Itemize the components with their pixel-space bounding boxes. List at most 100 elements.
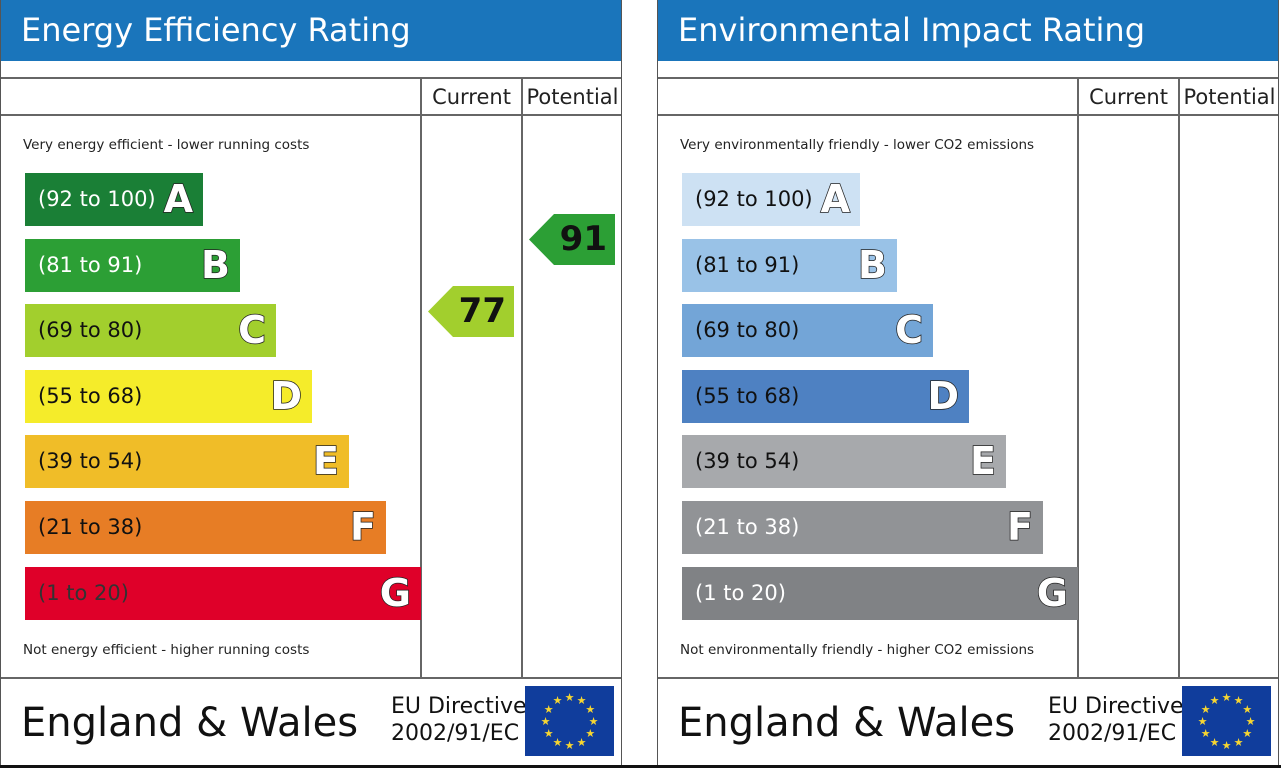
band-letter: G xyxy=(1036,570,1069,616)
band-letter: E xyxy=(312,438,339,484)
band-range: (92 to 100) xyxy=(38,187,156,211)
band-letter: A xyxy=(820,176,851,222)
potential-rating-value: 91 xyxy=(559,219,607,259)
eu-flag-icon: ★ ★ ★ ★ ★ ★ ★ ★ ★ ★ ★ ★ xyxy=(1182,686,1271,756)
band-range: (81 to 91) xyxy=(38,253,143,277)
current-arrow-shape xyxy=(428,286,514,337)
environmental-impact-panel: Environmental Impact Rating Current Potent… xyxy=(657,0,1279,765)
band-range: (1 to 20) xyxy=(38,581,129,605)
band-letter: B xyxy=(857,242,887,288)
band-range: (69 to 80) xyxy=(38,318,143,342)
top-caption: Very environmentally friendly - lower CO… xyxy=(680,137,1035,153)
band-bar-d: (55 to 68) D xyxy=(25,370,312,423)
band-bar-b: (81 to 91) B xyxy=(25,239,240,292)
potential-arrow-shape xyxy=(529,214,615,265)
eu-directive-line1: EU Directive xyxy=(391,694,526,719)
band-range: (81 to 91) xyxy=(695,253,800,277)
eu-star-icon: ★ xyxy=(1234,694,1244,707)
eu-star-icon: ★ xyxy=(589,715,599,728)
band-letter: F xyxy=(1006,504,1033,550)
eu-star-icon: ★ xyxy=(565,739,575,752)
footer-country: England & Wales xyxy=(21,700,359,746)
band-range: (39 to 54) xyxy=(38,449,143,473)
band-letter: C xyxy=(237,307,266,353)
eu-star-icon: ★ xyxy=(1222,739,1232,752)
column-header-potential: Potential xyxy=(1183,85,1276,109)
eu-star-icon: ★ xyxy=(1242,727,1252,740)
eu-star-icon: ★ xyxy=(577,694,587,707)
bottom-caption: Not energy efficient - higher running co… xyxy=(23,642,310,658)
eu-star-icon: ★ xyxy=(585,703,595,716)
band-bar-f: (21 to 38) F xyxy=(682,501,1043,554)
eu-star-icon: ★ xyxy=(1201,727,1211,740)
chart-title: Energy Efficiency Rating xyxy=(1,0,621,61)
top-caption: Very energy efficient - lower running co… xyxy=(23,137,310,153)
eu-star-icon: ★ xyxy=(1242,703,1252,716)
eu-star-icon: ★ xyxy=(553,736,563,749)
band-letter: E xyxy=(969,438,996,484)
eu-star-icon: ★ xyxy=(1198,715,1208,728)
band-range: (21 to 38) xyxy=(695,515,800,539)
bottom-border xyxy=(0,765,1281,768)
eu-star-icon: ★ xyxy=(1210,736,1220,749)
eu-star-icon: ★ xyxy=(577,736,587,749)
band-range: (92 to 100) xyxy=(695,187,813,211)
grid-line xyxy=(1,114,621,116)
band-bar-a: (92 to 100) A xyxy=(25,173,203,226)
eu-directive: EU Directive 2002/91/EC xyxy=(391,693,526,747)
band-range: (55 to 68) xyxy=(38,384,143,408)
band-bar-d: (55 to 68) D xyxy=(682,370,969,423)
band-letter: B xyxy=(200,242,230,288)
footer-country: England & Wales xyxy=(678,700,1016,746)
eu-star-icon: ★ xyxy=(1201,703,1211,716)
band-bar-e: (39 to 54) E xyxy=(682,435,1006,488)
bottom-caption: Not environmentally friendly - higher CO… xyxy=(680,642,1035,658)
band-range: (55 to 68) xyxy=(695,384,800,408)
eu-star-icon: ★ xyxy=(1234,736,1244,749)
current-rating-value: 77 xyxy=(458,291,506,331)
current-rating-arrow: 77 xyxy=(428,286,514,337)
band-bar-c: (69 to 80) C xyxy=(25,304,276,357)
band-bar-g: (1 to 20) G xyxy=(25,567,421,620)
grid-line xyxy=(658,114,1278,116)
eu-directive-line2: 2002/91/EC xyxy=(1048,721,1177,746)
eu-directive: EU Directive 2002/91/EC xyxy=(1048,693,1183,747)
band-bar-g: (1 to 20) G xyxy=(682,567,1078,620)
eu-directive-line1: EU Directive xyxy=(1048,694,1183,719)
column-header-current: Current xyxy=(1089,85,1168,109)
band-letter: G xyxy=(379,570,412,616)
band-range: (69 to 80) xyxy=(695,318,800,342)
band-bar-a: (92 to 100) A xyxy=(682,173,860,226)
band-letter: C xyxy=(894,307,923,353)
eu-star-icon: ★ xyxy=(553,694,563,707)
band-range: (1 to 20) xyxy=(695,581,786,605)
column-divider xyxy=(521,77,523,678)
column-divider xyxy=(1077,77,1079,678)
band-letter: F xyxy=(349,504,376,550)
eu-directive-line2: 2002/91/EC xyxy=(391,721,520,746)
energy-efficiency-panel: Energy Efficiency Rating Current Potential… xyxy=(0,0,622,765)
column-divider xyxy=(1178,77,1180,678)
band-bar-f: (21 to 38) F xyxy=(25,501,386,554)
band-range: (39 to 54) xyxy=(695,449,800,473)
band-letter: D xyxy=(927,373,960,419)
eu-star-icon: ★ xyxy=(585,727,595,740)
eu-star-icon: ★ xyxy=(544,727,554,740)
potential-rating-arrow: 91 xyxy=(529,214,615,265)
eu-star-icon: ★ xyxy=(544,703,554,716)
eu-star-icon: ★ xyxy=(1246,715,1256,728)
column-divider xyxy=(420,77,422,678)
eu-star-icon: ★ xyxy=(541,715,551,728)
eu-star-icon: ★ xyxy=(565,691,575,704)
band-bar-b: (81 to 91) B xyxy=(682,239,897,292)
band-letter: D xyxy=(270,373,303,419)
band-letter: A xyxy=(163,176,194,222)
eu-flag-icon: ★ ★ ★ ★ ★ ★ ★ ★ ★ ★ ★ ★ xyxy=(525,686,614,756)
band-range: (21 to 38) xyxy=(38,515,143,539)
grid-line xyxy=(1,77,621,79)
eu-star-icon: ★ xyxy=(1222,691,1232,704)
column-header-current: Current xyxy=(432,85,511,109)
chart-title: Environmental Impact Rating xyxy=(658,0,1278,61)
grid-line xyxy=(658,77,1278,79)
column-header-potential: Potential xyxy=(526,85,619,109)
